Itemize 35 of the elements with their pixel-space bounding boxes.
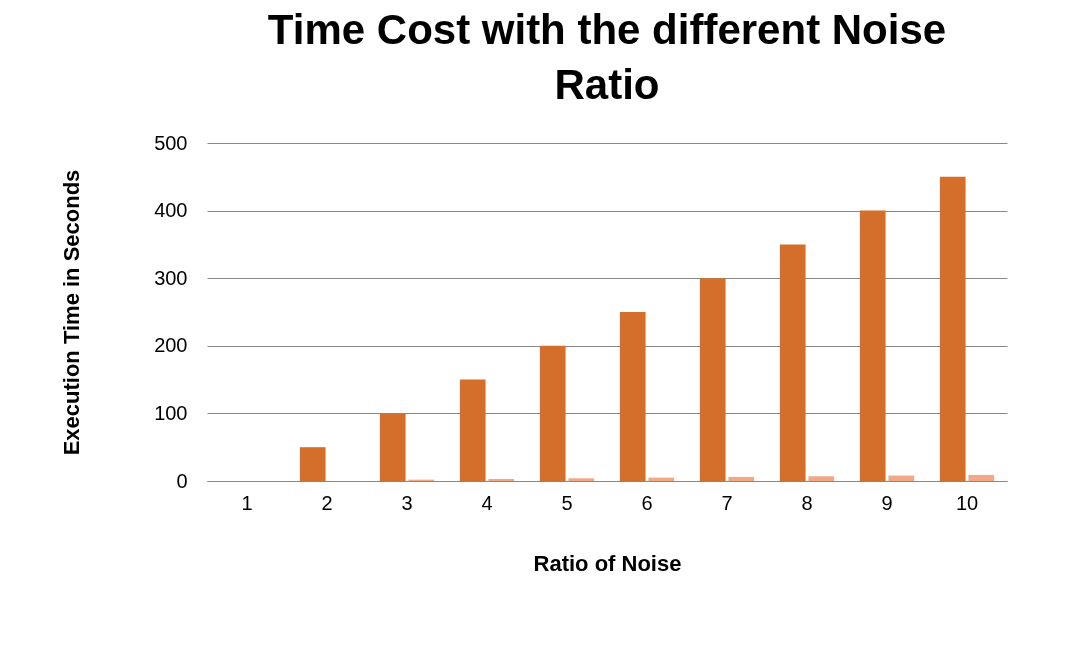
x-tick-label: 6 xyxy=(641,491,653,514)
bar xyxy=(459,379,486,481)
x-tick-label: 1 xyxy=(241,491,253,514)
chart-title: Time Cost with the different Noise Ratio xyxy=(267,6,947,108)
bar xyxy=(779,244,806,481)
y-tick-label: 100 xyxy=(154,401,188,424)
x-axis-title: Ratio of Noise xyxy=(533,550,682,576)
x-tick-label: 9 xyxy=(881,491,893,514)
y-axis-title: Execution Time in Seconds xyxy=(59,169,85,456)
y-tick-label: 300 xyxy=(154,266,188,289)
x-tick-label: 3 xyxy=(401,491,413,514)
bar xyxy=(648,477,675,481)
y-tick-label: 200 xyxy=(154,334,188,357)
bar xyxy=(539,345,566,481)
bar xyxy=(699,278,726,481)
x-tick-label: 5 xyxy=(561,491,573,514)
bar xyxy=(939,176,966,481)
x-tick-label: 4 xyxy=(481,491,493,514)
bar xyxy=(299,447,326,481)
x-tick-label: 10 xyxy=(955,491,979,514)
bar xyxy=(968,474,995,481)
bar xyxy=(619,312,646,481)
x-tick-label: 2 xyxy=(321,491,333,514)
bar xyxy=(859,210,886,481)
x-tick-label: 7 xyxy=(721,491,733,514)
x-tick-label: 8 xyxy=(801,491,813,514)
y-tick-label: 500 xyxy=(154,131,188,154)
bar xyxy=(808,476,835,481)
y-tick-label: 400 xyxy=(154,199,188,222)
y-tick-label: 0 xyxy=(176,469,188,492)
bar xyxy=(379,413,406,481)
bar xyxy=(728,476,755,481)
bar xyxy=(488,478,515,481)
bar xyxy=(568,478,595,481)
bar xyxy=(888,475,915,481)
